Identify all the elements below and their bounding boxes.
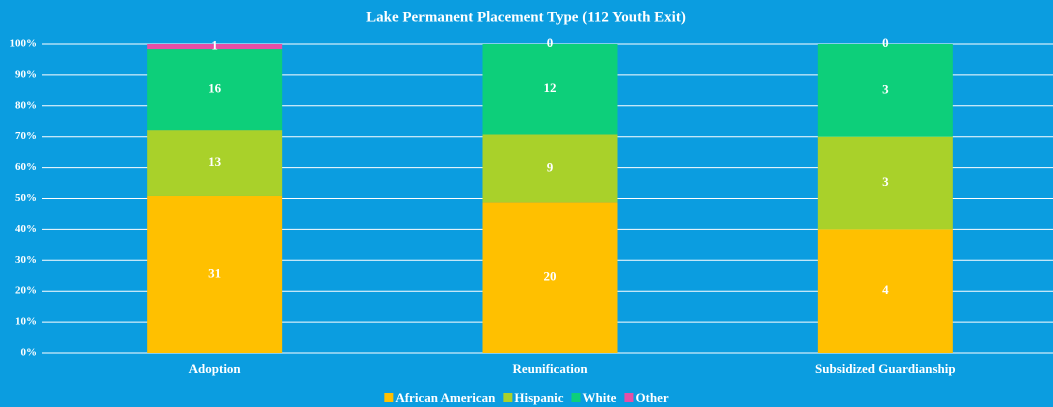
data-label: 3 bbox=[882, 174, 889, 189]
bar-segment bbox=[147, 195, 283, 353]
legend-swatch bbox=[384, 393, 394, 402]
legend-label: Hispanic bbox=[514, 390, 563, 405]
data-label: 20 bbox=[544, 269, 557, 284]
legend-label: White bbox=[582, 390, 616, 405]
y-tick-label: 0% bbox=[21, 347, 38, 359]
x-tick-label: Adoption bbox=[189, 361, 242, 376]
y-tick-label: 10% bbox=[15, 316, 37, 328]
legend-swatch bbox=[624, 393, 634, 402]
data-label: 4 bbox=[882, 282, 889, 297]
y-tick-label: 80% bbox=[15, 99, 37, 111]
x-tick-label: Reunification bbox=[512, 361, 588, 376]
legend-swatch bbox=[571, 393, 581, 402]
data-label: 0 bbox=[882, 35, 889, 50]
bar-segment bbox=[147, 44, 283, 50]
legend: African American Hispanic White Other bbox=[384, 390, 669, 405]
y-tick-label: 60% bbox=[15, 161, 37, 173]
bar-segment bbox=[482, 134, 618, 203]
y-tick-label: 20% bbox=[15, 285, 37, 297]
y-tick-label: 100% bbox=[10, 38, 38, 50]
y-tick-label: 40% bbox=[15, 223, 37, 235]
data-label: 3 bbox=[882, 81, 889, 96]
legend-label: Other bbox=[635, 390, 668, 405]
y-tick-label: 90% bbox=[15, 68, 37, 80]
bar-segment bbox=[482, 202, 618, 353]
data-label: 1 bbox=[211, 38, 218, 53]
x-tick-label: Subsidized Guardianship bbox=[815, 361, 956, 376]
bar-segment bbox=[482, 44, 618, 135]
bar-segment bbox=[817, 229, 953, 353]
y-tick-label: 70% bbox=[15, 130, 37, 142]
legend-swatch bbox=[503, 393, 513, 402]
y-tick-label: 50% bbox=[15, 192, 37, 204]
bar-segment bbox=[817, 44, 953, 137]
chart-title: Lake Permanent Placement Type (112 Youth… bbox=[366, 9, 686, 25]
bar-segment bbox=[147, 130, 283, 196]
bar-segment bbox=[147, 49, 283, 131]
data-label: 31 bbox=[208, 265, 221, 280]
data-label: 12 bbox=[544, 80, 557, 95]
legend-label: African American bbox=[395, 390, 496, 405]
data-label: 9 bbox=[547, 159, 554, 174]
data-label: 16 bbox=[208, 81, 222, 96]
y-tick-label: 30% bbox=[15, 254, 37, 266]
data-label: 0 bbox=[547, 35, 554, 50]
bar-segment bbox=[817, 136, 953, 230]
data-label: 13 bbox=[208, 154, 222, 169]
